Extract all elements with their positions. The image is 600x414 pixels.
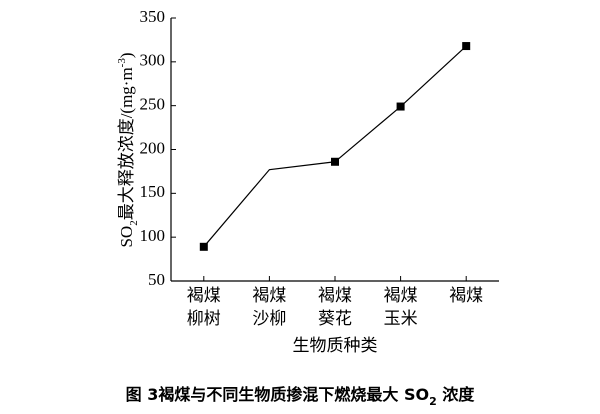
- marker: [199, 242, 208, 251]
- x-tick-label: 玉米: [384, 309, 418, 328]
- y-tick-label: 350: [140, 7, 166, 26]
- text-part: 褐煤与不同生物质掺混下燃烧最大 SO: [157, 385, 429, 404]
- x-tick-label: 柳树: [187, 309, 221, 328]
- text-part: 最大释放浓度/(mg·m: [117, 67, 136, 220]
- x-tick-label: 褐煤: [187, 286, 221, 305]
- text-part: -3: [116, 58, 128, 68]
- chart-title: 图 3褐煤与不同生物质掺混下燃烧最大 SO2 浓度: [126, 385, 476, 408]
- x-tick-label: 褐煤: [252, 286, 286, 305]
- text-part: ): [117, 52, 136, 58]
- y-tick-label: 250: [140, 95, 166, 114]
- y-tick-label: 300: [140, 51, 166, 70]
- line: [203, 45, 467, 248]
- x-tick-label: 褐煤: [384, 286, 418, 305]
- y-axis-label: SO2最大释放浓度/(mg·m-3): [116, 52, 140, 247]
- y-tick-label: 100: [140, 226, 166, 245]
- text-part: 浓度: [437, 385, 476, 404]
- x-tick-label: 褐煤: [318, 286, 352, 305]
- text-part: 图 3: [126, 385, 159, 404]
- marker: [331, 157, 339, 166]
- text-part: SO: [117, 226, 136, 248]
- text-part: 2: [128, 220, 140, 226]
- marker: [462, 42, 471, 51]
- x-axis-label: 生物质种类: [293, 336, 378, 355]
- y-tick-label: 200: [140, 138, 166, 157]
- y-tick-label: 150: [140, 182, 166, 201]
- x-tick-label: 沙柳: [252, 309, 286, 328]
- x-tick-label: 褐煤: [449, 286, 483, 305]
- marker: [396, 102, 405, 111]
- x-tick-label: 葵花: [318, 309, 352, 328]
- y-tick-label: 50: [148, 270, 165, 289]
- text-part: 2: [429, 395, 437, 408]
